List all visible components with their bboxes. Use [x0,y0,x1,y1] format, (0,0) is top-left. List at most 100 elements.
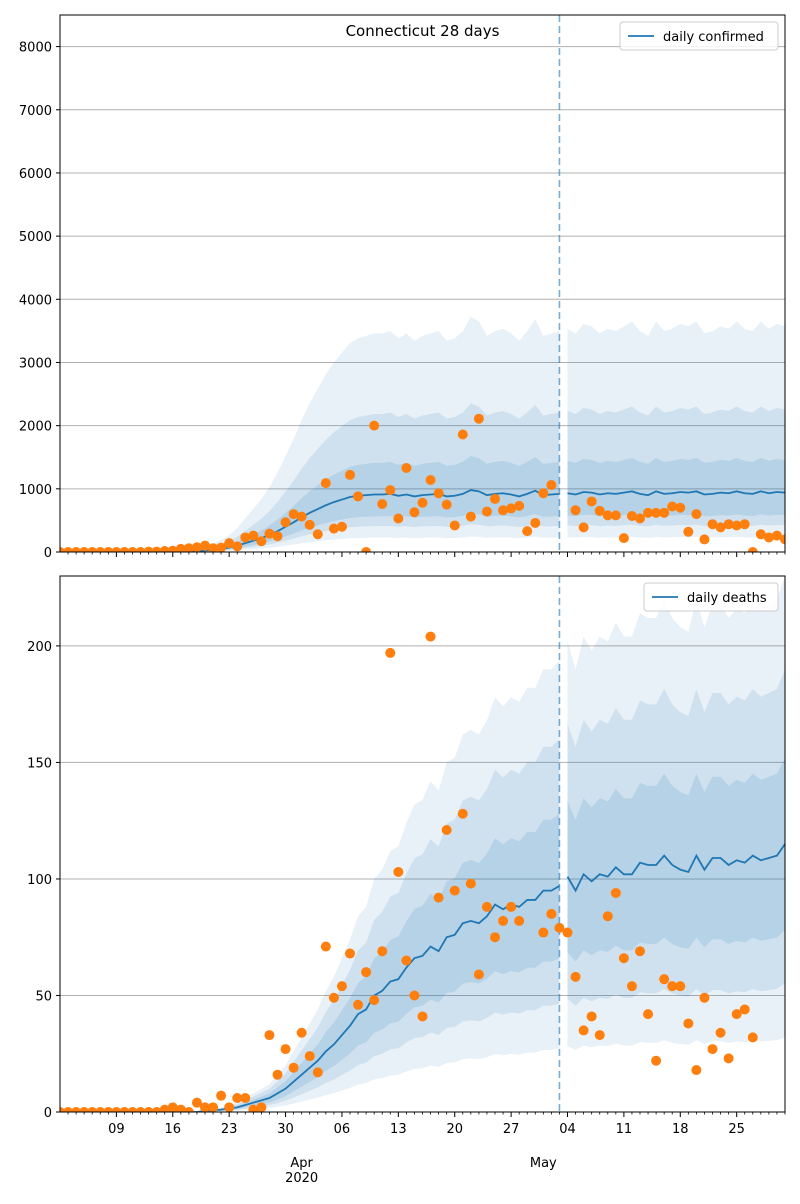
observed-point [336,521,347,532]
observed-point [409,990,420,1001]
observed-point [288,1062,299,1073]
observed-point [578,522,589,533]
observed-point [208,1102,219,1112]
observed-point [457,429,468,440]
observed-point [731,1009,742,1020]
observed-point [296,1027,307,1038]
observed-point [240,1093,251,1104]
observed-point [159,546,170,552]
observed-point [707,519,718,530]
x-tick-label: 16 [165,1122,182,1137]
observed-point [667,981,678,992]
uncertainty-band-2 [567,406,785,527]
observed-point [167,1102,178,1112]
observed-point [441,825,452,836]
observed-point [586,1011,597,1022]
observed-point [272,531,283,542]
observed-point [71,547,82,552]
observed-point [433,488,444,499]
legend-box [619,21,779,51]
observed-point [626,510,637,521]
year-label: 2020 [285,1171,318,1186]
series-median-line [566,843,785,893]
observed-point [296,511,307,522]
observed-point [498,915,509,926]
observed-point [248,530,259,541]
observed-point [143,1107,154,1112]
observed-point [409,507,420,518]
uncertainty-band-1 [60,659,560,1112]
observed-point [79,547,90,552]
observed-point [264,528,275,539]
observed-point [385,485,396,496]
observed-point [159,1104,170,1112]
observed-point [393,513,404,524]
observed-point [264,1030,275,1041]
observed-point [465,511,476,522]
y-tick-label: 50 [35,989,52,1004]
observed-point [731,520,742,531]
observed-point [320,941,331,952]
plot-area [60,576,785,1112]
observed-point [151,1107,162,1112]
observed-point [771,530,782,541]
observed-point [369,995,380,1006]
y-tick-label: 200 [27,640,52,655]
uncertainty-band-2 [567,669,785,1006]
observed-point [87,547,98,552]
y-tick-label: 4000 [19,293,52,308]
observed-point [747,547,758,552]
observed-point [345,469,355,480]
observed-point [353,999,364,1010]
legend-label: daily deaths [687,591,767,606]
observed-point [707,1044,718,1055]
observed-point [457,808,468,819]
x-tick-label: 06 [334,1122,351,1137]
observed-point [441,499,452,510]
observed-point [369,420,380,431]
observed-point [63,547,74,552]
x-tick-label: 27 [503,1122,520,1137]
observed-point [723,1053,734,1064]
observed-point [667,501,678,512]
observed-point [570,971,581,982]
observed-point [111,1107,122,1112]
observed-point [175,1104,186,1112]
observed-point [522,526,533,537]
observed-point [216,542,227,552]
legend-label: daily confirmed [663,30,764,45]
month-label: Apr [290,1156,313,1171]
observed-point [328,992,339,1003]
uncertainty-band-3 [567,457,785,517]
observed-point [715,1027,726,1038]
observed-point [256,1102,267,1112]
observed-point [345,948,355,959]
observed-point [191,1097,202,1108]
observed-point [183,1107,194,1112]
observed-point [578,1025,589,1036]
observed-point [739,519,750,530]
observed-point [651,507,662,518]
uncertainty-band-1 [567,576,785,1051]
observed-point [506,901,517,912]
observed-point [473,969,484,980]
observed-point [425,631,436,642]
x-tick-label: 30 [277,1122,294,1137]
observed-point [385,647,396,658]
observed-point [546,908,557,919]
y-tick-label: 8000 [19,41,52,56]
uncertainty-band-1 [567,321,785,538]
y-tick-label: 3000 [19,356,52,371]
y-tick-label: 5000 [19,230,52,245]
observed-point [288,509,299,520]
observed-point [216,1090,227,1101]
observed-point [506,503,517,514]
confirmed-panel: 0 1000 2000 3000 4000 5000 6000 7000 8000 Connect… [19,14,786,561]
observed-point [651,1055,662,1066]
observed-point [304,519,315,530]
observed-point [183,543,194,552]
observed-point [103,547,114,552]
observed-point [280,1044,291,1055]
observed-point [320,478,331,489]
